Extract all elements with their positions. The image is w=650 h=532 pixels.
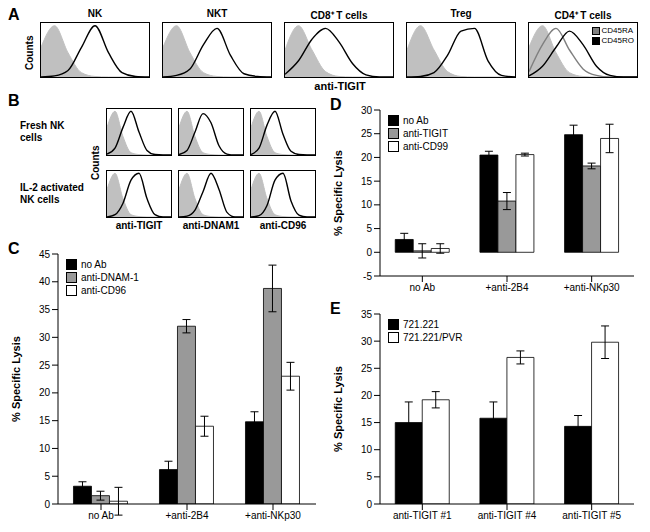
svg-text:30: 30 <box>361 105 373 116</box>
svg-text:40: 40 <box>39 276 51 287</box>
svg-text:anti-TIGIT #4: anti-TIGIT #4 <box>478 510 537 521</box>
svg-text:25: 25 <box>361 128 373 139</box>
svg-text:10: 10 <box>361 199 373 210</box>
svg-text:30: 30 <box>39 332 51 343</box>
svg-text:% Specific Lysis: % Specific Lysis <box>10 336 22 422</box>
svg-text:10: 10 <box>361 444 373 455</box>
html-text:B: B <box>8 92 20 109</box>
svg-text:15: 15 <box>361 417 373 428</box>
html-text:Counts: Counts <box>90 145 101 180</box>
svg-text:% Specific Lysis: % Specific Lysis <box>332 150 344 236</box>
svg-text:10: 10 <box>39 443 51 454</box>
svg-text:+anti-2B4: +anti-2B4 <box>165 510 209 521</box>
svg-text:5: 5 <box>44 471 50 482</box>
svg-text:25: 25 <box>361 363 373 374</box>
html-text:anti-CD99: anti-CD99 <box>403 141 448 152</box>
html-text:anti-DNAM1: anti-DNAM1 <box>182 220 240 231</box>
svg-text:45: 45 <box>39 249 51 260</box>
html-text:NKT: NKT <box>206 8 228 19</box>
html-text:Counts: Counts <box>24 35 35 70</box>
svg-text:anti-TIGIT #1: anti-TIGIT #1 <box>393 510 452 521</box>
svg-text:15: 15 <box>39 415 51 426</box>
html-text:anti-CD96: anti-CD96 <box>81 285 126 296</box>
svg-text:0: 0 <box>366 499 372 510</box>
svg-text:15: 15 <box>361 176 373 187</box>
svg-text:20: 20 <box>361 152 373 163</box>
svg-text:20: 20 <box>39 387 51 398</box>
html-text:anti-CD96: anti-CD96 <box>259 220 307 231</box>
html-text:no Ab: no Ab <box>81 259 107 270</box>
svg-text:% Specific Lysis: % Specific Lysis <box>332 366 344 452</box>
svg-text:35: 35 <box>361 309 373 320</box>
html-text:no Ab: no Ab <box>403 115 429 126</box>
html-text:E: E <box>330 300 341 317</box>
html-text:D: D <box>330 96 342 113</box>
svg-text:20: 20 <box>361 390 373 401</box>
svg-text:0: 0 <box>44 499 50 510</box>
svg-text:+anti-NKp30: +anti-NKp30 <box>245 510 301 521</box>
svg-text:0: 0 <box>366 247 372 258</box>
svg-text:35: 35 <box>39 304 51 315</box>
html-text:Fresh NK cells: Fresh NK cells <box>20 120 65 143</box>
html-text:721.221: 721.221 <box>403 319 440 330</box>
svg-text:30: 30 <box>361 336 373 347</box>
svg-text:no Ab: no Ab <box>88 510 114 521</box>
html-text:anti-TIGIT: anti-TIGIT <box>403 128 448 139</box>
html-text:Treg: Treg <box>450 8 472 19</box>
html-text:721.221/PVR: 721.221/PVR <box>403 332 463 343</box>
svg-text:anti-TIGIT #5: anti-TIGIT #5 <box>562 510 621 521</box>
html-text:anti-TIGIT: anti-TIGIT <box>115 220 163 231</box>
html-text:A: A <box>8 6 20 23</box>
html-text:CD45RA: CD45RA <box>601 26 634 35</box>
html-text:anti-DNAM-1: anti-DNAM-1 <box>81 272 139 283</box>
html-text:C: C <box>8 240 20 257</box>
html-text:CD8⁺ T cells: CD8⁺ T cells <box>310 10 368 21</box>
svg-text:25: 25 <box>39 360 51 371</box>
svg-text:no Ab: no Ab <box>410 282 436 293</box>
html-text:CD4⁺ T cells: CD4⁺ T cells <box>554 10 612 21</box>
svg-text:-5: -5 <box>363 271 372 282</box>
html-text:NK: NK <box>87 8 103 19</box>
svg-text:5: 5 <box>366 471 372 482</box>
svg-text:+anti-2B4: +anti-2B4 <box>485 282 529 293</box>
html-text:CD45RO: CD45RO <box>601 36 634 45</box>
html-text:anti-TIGIT: anti-TIGIT <box>314 80 366 92</box>
svg-text:+anti-NKp30: +anti-NKp30 <box>564 282 620 293</box>
html-text:IL-2 activated NK cells: IL-2 activated NK cells <box>20 182 84 205</box>
svg-text:5: 5 <box>366 223 372 234</box>
